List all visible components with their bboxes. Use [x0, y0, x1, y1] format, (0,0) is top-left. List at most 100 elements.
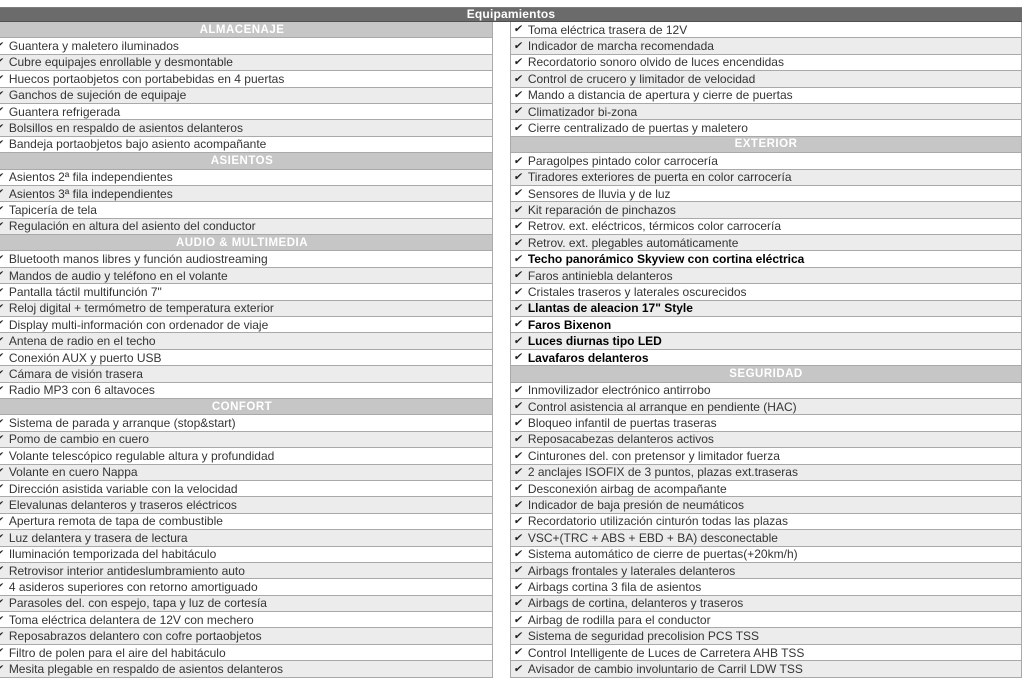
- feature-row: ✔ Sistema de parada y arranque (stop&star…: [0, 415, 493, 432]
- check-icon: ✔: [0, 302, 5, 315]
- check-icon: ✔: [512, 23, 524, 36]
- feature-row: ✔ Inmovilizador electrónico antirrobo: [510, 382, 1022, 399]
- feature-row: ✔ Faros Bixenon: [510, 317, 1022, 334]
- feature-label: Sistema de seguridad precolision PCS TSS: [527, 629, 760, 644]
- feature-row: ✔ Control asistencia al arranque en pendi…: [510, 398, 1022, 416]
- feature-label: Pantalla táctil multifunción 7": [8, 284, 162, 299]
- feature-label: Mandos de audio y teléfono en el volante: [8, 268, 228, 283]
- feature-label: Reposacabezas delanteros activos: [527, 432, 714, 447]
- check-icon: ✔: [512, 351, 524, 364]
- feature-label: Faros Bixenon: [527, 317, 612, 332]
- check-icon: ✔: [512, 252, 524, 265]
- check-icon: ✔: [0, 72, 5, 85]
- check-icon: ✔: [512, 580, 524, 593]
- check-icon: ✔: [0, 384, 5, 397]
- feature-row: ✔ Cinturones del. con pretensor y limitad…: [510, 448, 1022, 465]
- check-icon: ✔: [0, 564, 5, 577]
- feature-row: ✔ Tiradores exteriores de puerta en color…: [510, 169, 1022, 186]
- check-icon: ✔: [0, 613, 5, 626]
- feature-label: 4 asideros superiores con retorno amorti…: [8, 579, 258, 594]
- feature-label: Iluminación temporizada del habitáculo: [8, 547, 217, 562]
- feature-label: Bolsillos en respaldo de asientos delant…: [8, 121, 243, 136]
- check-icon: ✔: [512, 236, 524, 249]
- feature-label: Lavafaros delanteros: [527, 350, 649, 365]
- check-icon: ✔: [512, 449, 524, 462]
- check-icon: ✔: [0, 89, 5, 101]
- section-header-label: SEGURIDAD: [729, 367, 803, 380]
- feature-label: Control asistencia al arranque en pendie…: [527, 399, 797, 414]
- feature-label: Mando a distancia de apertura y cierre d…: [527, 88, 793, 103]
- feature-row: ✔ Indicador de baja presión de neumáticos: [510, 497, 1022, 514]
- feature-row: ✔ Ganchos de sujeción de equipaje: [0, 87, 493, 104]
- section-header-label: ASIENTOS: [210, 154, 274, 167]
- feature-row: ✔ Luz delantera y trasera de lectura: [0, 530, 493, 547]
- section-header-label: EXTERIOR: [734, 138, 798, 151]
- check-icon: ✔: [512, 72, 524, 85]
- feature-row: ✔ 4 asideros superiores con retorno amort…: [0, 579, 493, 596]
- check-icon: ✔: [0, 531, 5, 544]
- feature-row: ✔ Sistema de seguridad precolision PCS TS…: [510, 628, 1022, 645]
- check-icon: ✔: [0, 220, 5, 233]
- feature-row: ✔ Avisador de cambio involuntario de Carr…: [510, 661, 1022, 678]
- check-icon: ✔: [512, 220, 524, 233]
- feature-row: ✔ Asientos 3ª fila independientes: [0, 185, 493, 203]
- check-icon: ✔: [512, 203, 524, 216]
- feature-label: Ganchos de sujeción de equipaje: [8, 88, 187, 103]
- check-icon: ✔: [512, 662, 524, 675]
- section-header-label: AUDIO & MULTIMEDIA: [175, 236, 309, 249]
- check-icon: ✔: [512, 465, 524, 478]
- feature-label: Regulación en altura del asiento del con…: [8, 219, 256, 234]
- feature-label: Bloqueo infantil de puertas traseras: [527, 416, 717, 431]
- feature-row: ✔ Airbags cortina 3 fila de asientos: [510, 579, 1022, 596]
- check-icon: ✔: [0, 351, 5, 364]
- check-icon: ✔: [512, 613, 524, 626]
- check-icon: ✔: [0, 252, 5, 265]
- feature-row: ✔ Asientos 2ª fila independientes: [0, 169, 493, 186]
- feature-label: Filtro de polen para el aire del habitác…: [8, 645, 226, 660]
- feature-label: Apertura remota de tapa de combustible: [8, 514, 223, 529]
- feature-label: Asientos 3ª fila independientes: [8, 186, 173, 201]
- feature-row: ✔ Recordatorio utilización cinturón todas…: [510, 513, 1022, 531]
- section-header-row: ALMACENAJE: [0, 22, 493, 39]
- feature-label: Luces diurnas tipo LED: [527, 334, 662, 349]
- feature-row: ✔ Sistema automático de cierre de puertas…: [510, 546, 1022, 563]
- feature-row: ✔ Apertura remota de tapa de combustible: [0, 513, 493, 531]
- feature-row: ✔ Lavafaros delanteros: [510, 349, 1022, 367]
- check-icon: ✔: [512, 384, 524, 397]
- feature-label: Faros antiniebla delanteros: [527, 268, 673, 283]
- feature-row: ✔ Dirección asistida variable con la velo…: [0, 480, 493, 498]
- section-header-label: CONFORT: [211, 400, 273, 413]
- feature-row: ✔ Bloqueo infantil de puertas traseras: [510, 415, 1022, 432]
- feature-label: Climatizador bi-zona: [527, 104, 638, 119]
- check-icon: ✔: [512, 187, 524, 200]
- feature-row: ✔ Antena de radio en el techo: [0, 333, 493, 350]
- check-icon: ✔: [512, 416, 524, 429]
- check-icon: ✔: [0, 646, 5, 659]
- equipment-column-left: ALMACENAJE ✔ Guantera y maletero iluminado…: [0, 22, 493, 678]
- feature-row: ✔ Radio MP3 con 6 altavoces: [0, 382, 493, 399]
- check-icon: ✔: [512, 498, 524, 511]
- check-icon: ✔: [0, 449, 5, 462]
- feature-row: ✔ Airbag de rodilla para el conductor: [510, 612, 1022, 629]
- check-icon: ✔: [0, 334, 5, 347]
- feature-label: Airbags de cortina, delanteros y trasero…: [527, 596, 744, 611]
- check-icon: ✔: [512, 89, 524, 101]
- feature-row: ✔ Parasoles del. con espejo, tapa y luz d…: [0, 595, 493, 613]
- section-header-row: CONFORT: [0, 398, 493, 416]
- section-header-row: AUDIO & MULTIMEDIA: [0, 235, 493, 252]
- feature-label: Sistema de parada y arranque (stop&start…: [8, 416, 236, 431]
- check-icon: ✔: [512, 515, 524, 528]
- feature-row: ✔ VSC+(TRC + ABS + EBD + BA) desconectabl…: [510, 530, 1022, 547]
- feature-row: ✔ Retrov. ext. plegables automáticamente: [510, 235, 1022, 252]
- check-icon: ✔: [0, 56, 5, 69]
- check-icon: ✔: [512, 56, 524, 69]
- feature-row: ✔ Kit reparación de pinchazos: [510, 202, 1022, 219]
- feature-row: ✔ Cámara de visión trasera: [0, 366, 493, 383]
- feature-label: Control de crucero y limitador de veloci…: [527, 71, 756, 86]
- feature-label: Recordatorio sonoro olvido de luces ence…: [527, 55, 784, 70]
- check-icon: ✔: [0, 269, 5, 282]
- check-icon: ✔: [512, 547, 524, 560]
- check-icon: ✔: [0, 482, 5, 495]
- feature-label: Antena de radio en el techo: [8, 334, 156, 349]
- check-icon: ✔: [0, 203, 5, 216]
